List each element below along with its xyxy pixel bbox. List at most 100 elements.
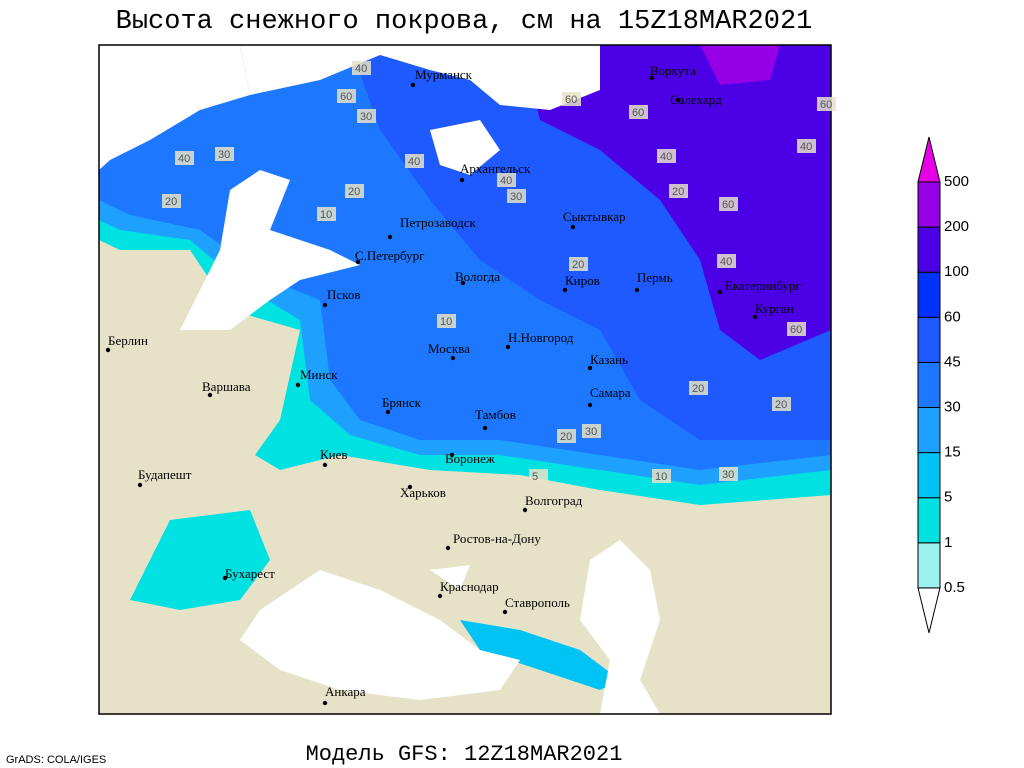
contour-label: 20 [692,383,704,395]
contour-label-bg [405,154,424,168]
city-dot [482,425,488,431]
legend-box [917,271,941,318]
city-label: Харьков [400,485,446,500]
city-dot [295,382,301,388]
contour-label-bg [529,469,548,483]
contour-label-bg [345,184,364,198]
city-dot [322,302,328,308]
contour-label-bg [582,424,601,438]
city-dot [355,259,361,265]
contour-label-bg [162,194,181,208]
legend-label: 200 [944,218,969,235]
contour-label-bg [717,254,736,268]
title: Высота снежного покрова, см на 15Z18MAR2… [116,7,813,37]
legend-label: 45 [944,353,961,370]
contour-label-bg [657,149,676,163]
city-label: Воркута [650,63,696,78]
credit: GrADS: COLA/IGES [6,754,106,766]
contour-label-bg [569,257,588,271]
contour-label: 20 [560,431,572,443]
contour-label: 40 [178,153,190,165]
contour-label-bg [557,429,576,443]
city-label: Москва [428,341,470,356]
contour-label: 40 [800,141,812,153]
city-dot [675,97,681,103]
city-label: Самара [590,385,631,400]
city-dot [587,365,593,371]
city-label: Ставрополь [505,595,570,610]
legend-box [917,542,941,589]
contour-label-bg [352,61,371,75]
city-dot [322,700,328,706]
city-dot [752,314,758,320]
city-label: Брянск [382,395,422,410]
contour-label: 30 [585,426,597,438]
city-label: Бухарест [225,566,275,581]
contour-label: 60 [632,107,644,119]
city-dot [502,609,508,615]
legend-label: 100 [944,263,969,280]
contour-label: 20 [165,196,177,208]
city-label: Ростов-на-Дону [453,531,541,546]
city-label: Будапешт [138,467,192,482]
city-dot [449,452,455,458]
contour-label-bg [629,105,648,119]
city-dot [634,287,640,293]
contour-label-bg [689,381,708,395]
legend-label: 60 [944,308,961,325]
legend-above [917,136,941,183]
contour-label-bg [337,89,356,103]
model: Модель GFS: 12Z18MAR2021 [306,742,623,767]
city-label: Мурманск [415,67,473,82]
city-label: Киров [565,273,600,288]
city-dot [437,593,443,599]
contour-label-bg [317,207,336,221]
city-label: Краснодар [440,579,499,594]
contour-label: 60 [722,199,734,211]
city-label: Киев [320,447,348,462]
city-label: С.Петербург [355,248,424,263]
city-dot [105,347,111,353]
contour-label: 60 [820,99,832,111]
contour-label: 40 [660,151,672,163]
city-dot [322,462,328,468]
city-dot [562,287,568,293]
legend-label: 5 [944,489,952,506]
contour-label-bg [669,184,688,198]
contour-label-bg [787,322,806,336]
contour-label: 20 [572,259,584,271]
snow-caucasus [460,620,620,690]
contour-label: 30 [722,469,734,481]
city-dot [649,75,655,81]
contour-label-bg [652,469,671,483]
legend-below [917,587,941,634]
contour-label-bg [772,397,791,411]
city-label: Салехард [670,92,722,107]
contour-label: 40 [500,175,512,187]
city-dot [445,545,451,551]
legend-label: 15 [944,444,961,461]
legend-box [917,181,941,228]
legend-box [917,361,941,408]
frame [98,44,832,715]
city-label: Варшава [202,379,251,394]
legend-box [917,407,941,454]
snow-south [130,510,270,610]
city-label: Вологда [455,269,500,284]
city-dot [385,409,391,415]
city-dot [587,402,593,408]
contour-label: 60 [790,324,802,336]
city-dot [410,82,416,88]
contour-label: 30 [360,111,372,123]
contour-label: 5 [532,471,538,483]
contour-label-bg [507,189,526,203]
contour-label: 20 [672,186,684,198]
city-dot [137,482,143,488]
legend-box [917,226,941,273]
city-label: Казань [590,352,628,367]
city-dot [522,507,528,513]
contour-label-bg [817,97,836,111]
city-label: Н.Новгород [508,330,574,345]
contour-label: 40 [720,256,732,268]
